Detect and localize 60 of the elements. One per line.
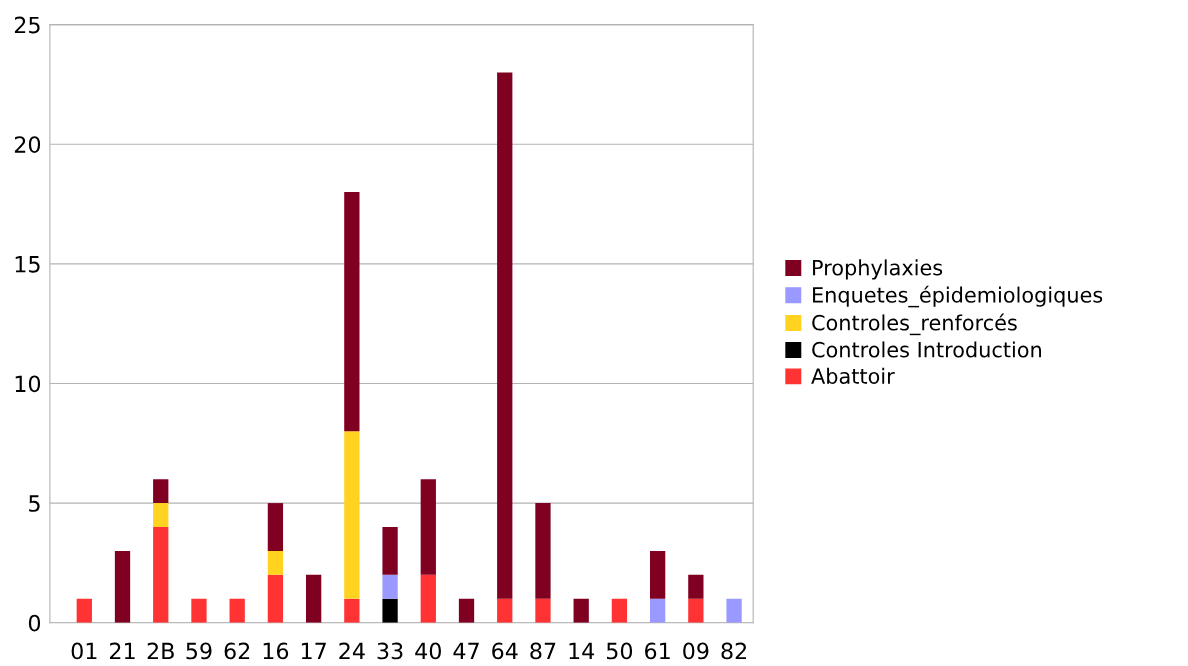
- bar: [458, 598, 475, 623]
- y-tick-label: 5: [29, 495, 40, 512]
- bar: [497, 598, 513, 623]
- x-tick-label: 87: [530, 642, 556, 660]
- bar: [344, 192, 360, 432]
- bar: [382, 598, 398, 623]
- bar: [153, 503, 169, 528]
- bar: [726, 598, 742, 623]
- bar: [153, 479, 169, 504]
- bar: [382, 574, 398, 599]
- y-tick-label: 25: [14, 16, 40, 34]
- bar: [305, 574, 322, 623]
- bar: [497, 72, 513, 599]
- bar: [688, 574, 704, 599]
- x-tick-label: 61: [645, 642, 670, 660]
- y-tick-label: 10: [15, 375, 41, 393]
- bar: [611, 598, 628, 623]
- bar: [420, 479, 436, 575]
- bar: [153, 527, 169, 623]
- bar: [267, 550, 284, 575]
- x-tick-label: 16: [263, 642, 289, 660]
- y-tick-label: 20: [14, 136, 41, 154]
- bar: [114, 550, 131, 623]
- bar: [267, 503, 284, 551]
- legend-label: Enquetes_épidemiologiques: [813, 285, 1103, 308]
- x-tick-label: 21: [110, 642, 135, 660]
- bar: [649, 550, 666, 599]
- bar: [191, 598, 207, 623]
- x-tick-label: 24: [339, 642, 365, 660]
- bar: [382, 527, 398, 575]
- legend-label: Controles Introduction: [812, 341, 1041, 358]
- x-tick-label: 59: [186, 642, 212, 660]
- bar: [76, 598, 92, 623]
- x-tick-label: 17: [301, 642, 326, 660]
- x-tick-label: 64: [492, 642, 518, 660]
- bar: [649, 598, 666, 623]
- x-tick-label: 50: [606, 642, 633, 660]
- x-tick-label: 09: [683, 642, 709, 660]
- legend-label: Abattoir: [811, 367, 895, 384]
- x-tick-label: 82: [721, 642, 746, 660]
- x-tick-label: 62: [224, 642, 250, 660]
- bar: [229, 598, 245, 623]
- y-tick-label: 15: [15, 256, 40, 273]
- bar: [267, 574, 284, 623]
- bar: [420, 574, 436, 623]
- x-tick-label: 47: [453, 642, 479, 660]
- bar: [344, 598, 360, 623]
- legend-label: Prophylaxies: [813, 259, 943, 280]
- bar: [573, 598, 589, 623]
- y-tick-label: 0: [28, 614, 41, 632]
- x-tick-label: 40: [415, 642, 441, 660]
- x-tick-label: 14: [569, 642, 595, 660]
- x-tick-label: 33: [377, 642, 403, 660]
- bar: [688, 598, 704, 623]
- bar: [344, 431, 360, 599]
- bar: [535, 503, 551, 599]
- x-tick-label: 2B: [147, 642, 174, 660]
- legend-label: Controles_renforcés: [812, 313, 1017, 336]
- x-tick-label: 01: [71, 642, 97, 660]
- bar: [535, 598, 551, 623]
